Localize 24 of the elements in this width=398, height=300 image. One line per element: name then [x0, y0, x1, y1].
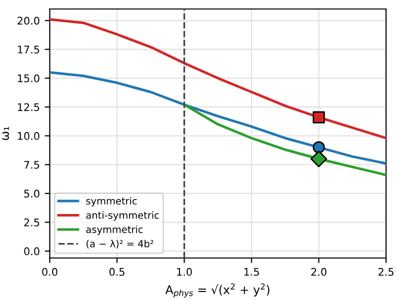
- x-tick-label: 0.0: [42, 268, 58, 276]
- y-tick-label: 20.0: [18, 16, 40, 25]
- y-tick-label: 7.5: [24, 160, 40, 169]
- line-series: [183, 103, 386, 176]
- y-tick-label: 12.5: [18, 103, 40, 112]
- y-tick-label: 2.5: [24, 218, 40, 226]
- legend-label: asymmetric: [86, 226, 143, 235]
- y-axis-title: ω₁: [2, 126, 9, 140]
- x-tick-label: 1.5: [244, 268, 259, 276]
- y-tick-label: 17.5: [18, 46, 40, 54]
- line-series: [50, 71, 386, 165]
- x-tick-label: 0.5: [109, 268, 124, 276]
- x-tick-label: 2.5: [378, 268, 394, 276]
- y-tick-label: 15.0: [18, 74, 40, 82]
- legend-label: anti-symmetric: [86, 211, 159, 221]
- y-tick-label: 0.0: [24, 247, 40, 256]
- x-axis-title: A$_{phys}$ = √(x$^{2}$ + y$^{2}$): [165, 283, 270, 298]
- x-tick-label: 2.0: [311, 268, 326, 276]
- legend-label: symmetric: [86, 197, 137, 206]
- line-series: [50, 18, 386, 140]
- y-tick-label: 10.0: [18, 132, 40, 140]
- y-tick-label: 5.0: [24, 190, 40, 198]
- legend-label: (a − λ)² = 4b²: [86, 240, 154, 249]
- x-tick-label: 1.0: [177, 268, 192, 276]
